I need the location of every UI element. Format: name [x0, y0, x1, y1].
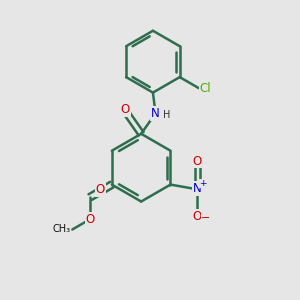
Text: O: O [121, 103, 130, 116]
Text: −: − [201, 213, 210, 223]
Text: O: O [96, 183, 105, 196]
Text: O: O [193, 154, 202, 167]
Text: H: H [163, 110, 170, 120]
Text: O: O [85, 213, 95, 226]
Text: +: + [200, 179, 207, 188]
Text: N: N [151, 107, 160, 120]
Text: CH₃: CH₃ [53, 224, 71, 235]
Text: N: N [193, 182, 202, 195]
Text: O: O [193, 210, 202, 223]
Text: Cl: Cl [200, 82, 211, 95]
